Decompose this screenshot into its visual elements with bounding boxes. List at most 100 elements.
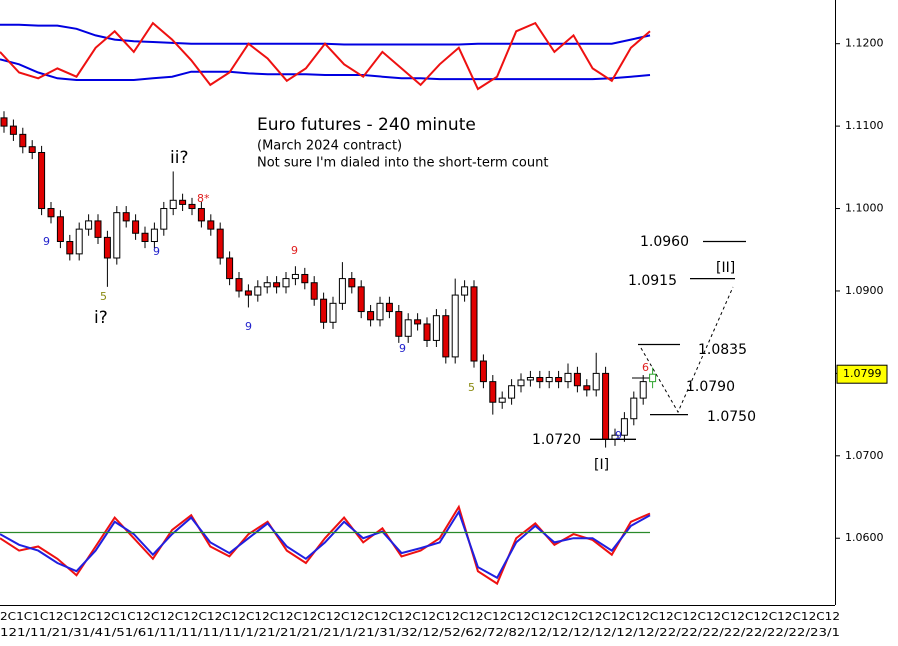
candle-body	[301, 273, 309, 284]
candle-body	[536, 377, 544, 383]
candle-body	[179, 199, 187, 205]
candle-body	[188, 203, 196, 210]
candle-body	[620, 418, 628, 436]
candle-body	[451, 294, 459, 358]
candle-body	[639, 381, 647, 399]
candle-body	[132, 220, 140, 234]
candle-body	[526, 377, 534, 381]
candle-body	[244, 290, 252, 296]
candle-body	[545, 377, 553, 383]
count-label: 5	[468, 381, 475, 394]
level-label: 1.0750	[707, 409, 756, 425]
candle-body	[94, 220, 102, 238]
y-tick-label: 1.0600	[845, 531, 884, 544]
candle-body	[291, 273, 299, 280]
candle-body	[329, 302, 337, 323]
y-tick-label: 1.0700	[845, 449, 884, 462]
candle-body	[602, 372, 610, 440]
chart-title: Euro futures - 240 minute	[257, 115, 476, 135]
candle-body	[395, 311, 403, 337]
candle-body	[423, 323, 431, 341]
chart-subtitle: (March 2024 contract)	[257, 139, 402, 154]
count-label: 5	[100, 290, 107, 303]
count-label: 8*	[197, 192, 210, 205]
candle-body	[141, 232, 149, 243]
candle-body	[38, 151, 46, 210]
indicator-line	[0, 21, 651, 91]
candle-body	[442, 315, 450, 358]
count-label: 9	[399, 342, 406, 355]
projection-path	[640, 286, 734, 414]
candle-body	[254, 286, 262, 296]
candle-body	[310, 282, 318, 300]
indicator-line	[0, 58, 651, 81]
candle-body	[56, 216, 64, 243]
last-price-box	[836, 364, 888, 384]
candle-body	[103, 236, 111, 259]
candle-body	[197, 208, 205, 222]
candle-body	[630, 397, 638, 420]
candle-body	[367, 311, 375, 321]
y-tick-label: 1.0900	[845, 284, 884, 297]
candle-body	[432, 315, 440, 341]
candle-body	[122, 212, 130, 222]
candle-body	[19, 133, 27, 148]
candle-body	[160, 208, 168, 230]
last-price-label: 1.0799	[843, 367, 882, 380]
candle-body	[75, 228, 83, 255]
candle-body	[207, 220, 215, 230]
candle-body	[357, 286, 365, 313]
wave-label: [II]	[716, 260, 735, 276]
wave-label: ii?	[170, 148, 188, 168]
candle-body	[263, 282, 271, 288]
count-label: 9	[153, 245, 160, 258]
y-tick-label: 1.1000	[845, 202, 884, 215]
candle-body	[649, 373, 657, 383]
candle-body	[235, 278, 243, 292]
candle-body	[461, 286, 469, 296]
level-label: 1.0835	[698, 342, 747, 358]
y-tick-label: 1.1100	[845, 119, 884, 132]
candle-body	[338, 278, 346, 304]
indicator-line	[0, 509, 651, 580]
candle-body	[216, 228, 224, 259]
candle-body	[47, 208, 55, 218]
candle-body	[498, 397, 506, 403]
x-axis-labels: 121/11/21/31/41/51/61/11/11/11/11/1/21/2…	[0, 626, 840, 639]
candle-body	[508, 385, 516, 399]
level-label: 1.0720	[532, 432, 581, 448]
x-axis-labels: 2C1C1C12C12C12C1C12C12C12C12C12C12C12C12…	[0, 610, 840, 623]
candle-body	[376, 302, 384, 321]
indicator-line	[0, 504, 651, 586]
candle-body	[573, 372, 581, 387]
candle-body	[564, 372, 572, 383]
candle-body	[226, 257, 234, 280]
level-label: 1.0960	[640, 234, 689, 250]
count-label: 6	[642, 361, 649, 374]
wave-label: [I]	[594, 457, 609, 473]
candle-body	[479, 360, 487, 383]
candle-body	[66, 241, 74, 255]
count-label: 9	[615, 429, 622, 442]
y-tick-label: 1.1200	[845, 37, 884, 50]
count-label: 9	[43, 235, 50, 248]
count-label: 9	[245, 320, 252, 333]
indicator-line	[0, 23, 651, 46]
candle-body	[273, 282, 281, 288]
candle-body	[320, 298, 328, 323]
level-label: 1.0790	[686, 379, 735, 395]
candle-body	[583, 385, 591, 391]
candle-body	[592, 372, 600, 391]
candle-body	[470, 286, 478, 362]
candle-body	[9, 125, 17, 135]
level-label: 1.0915	[628, 273, 677, 289]
chart-note: Not sure I'm dialed into the short-term …	[257, 156, 548, 171]
candle-body	[28, 146, 36, 153]
candle-body	[282, 278, 290, 288]
candle-body	[414, 319, 422, 325]
candle-body	[169, 199, 177, 210]
candle-body	[348, 278, 356, 288]
candle-body	[85, 220, 93, 230]
candle-body	[404, 319, 412, 337]
candle-body	[555, 377, 563, 383]
